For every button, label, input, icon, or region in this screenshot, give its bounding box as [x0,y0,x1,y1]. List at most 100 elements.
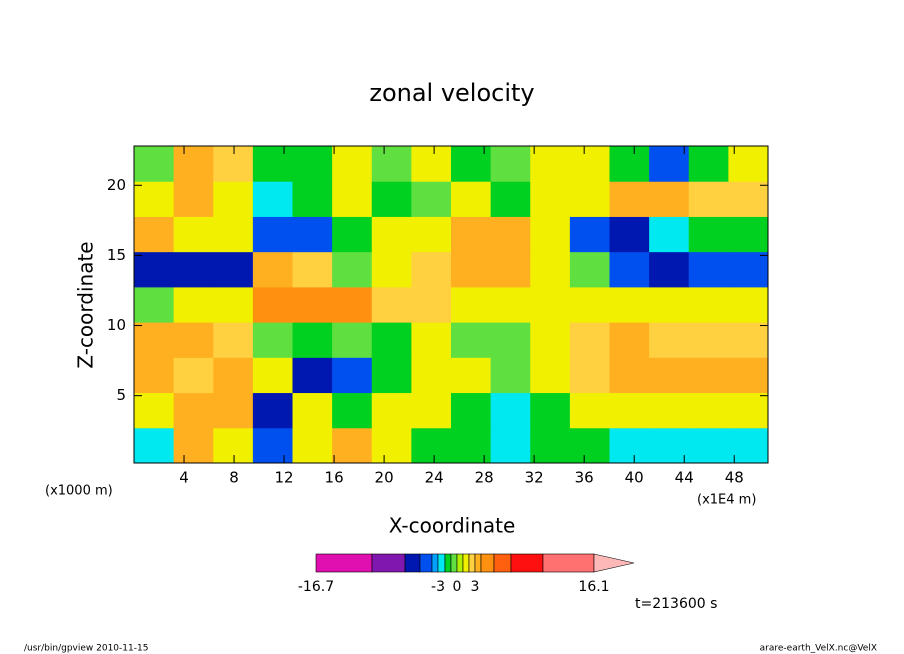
field-cell [332,357,373,394]
field-cell [609,286,650,323]
colorbar-segment [371,553,406,573]
field-cell [609,181,650,217]
field-cell [609,251,650,288]
field-cell [688,427,729,464]
field-cell [173,181,214,217]
colorbar-segment [431,553,439,573]
field-cell [569,146,610,182]
field-cell [332,251,373,288]
footer-right: arare-earth_VelX.nc@VelX [760,644,877,654]
field-cell [530,181,571,217]
field-cell [292,181,333,217]
field-cell [134,392,175,429]
field-cell [569,251,610,288]
field-cell [411,181,452,217]
field-cell [173,322,214,358]
y-axis-label: Z-coordinate [74,241,98,368]
field-cell [292,322,333,358]
field-cell [569,392,610,429]
x-tick-label: 44 [675,469,694,487]
field-cell [728,322,769,358]
field-cell [649,251,690,288]
colorbar-extension [593,553,635,573]
field-cell [530,427,571,464]
colorbar-label: -16.7 [298,579,334,595]
field-cell [371,286,412,323]
field-cell [332,322,373,358]
field-cell [688,286,729,323]
field-cell [173,392,214,429]
field-cell [530,286,571,323]
field-cell [213,216,254,253]
field-cell [173,146,214,182]
field-cell [252,286,293,323]
field-cell [649,427,690,464]
field-cell [490,216,531,253]
field-cell [569,357,610,394]
field-cell [134,357,175,394]
field-cell [569,216,610,253]
field-cell [530,392,571,429]
field-cell [649,322,690,358]
field-cell [252,251,293,288]
field-cell [530,357,571,394]
colorbar-label: -3 [431,579,445,595]
field-cell [213,427,254,464]
colorbar-segment [480,553,495,573]
y-tick-label: 20 [107,176,126,194]
field-cell [451,427,492,464]
field-cell [292,216,333,253]
colorbar-label: 3 [471,579,480,595]
x-tick-label: 28 [475,469,494,487]
chart-title: zonal velocity [369,79,534,107]
field-cell [411,216,452,253]
field-cell [134,286,175,323]
field-cell [292,146,333,182]
field-cell [490,322,531,358]
field-cell [213,286,254,323]
colorbar-segment [462,553,470,573]
field-cell [490,427,531,464]
x-tick-label: 16 [325,469,344,487]
y-tick-label: 5 [116,386,126,404]
field-cell [173,216,214,253]
field-cell [292,357,333,394]
field-cell [371,427,412,464]
field-cell [688,181,729,217]
field-cell [173,357,214,394]
field-cell [292,427,333,464]
field-cell [530,216,571,253]
field-cell [371,181,412,217]
x-tick-label: 32 [525,469,544,487]
colorbar-segment [542,553,595,573]
field-cell [332,427,373,464]
x-tick-label: 20 [375,469,394,487]
field-cell [134,251,175,288]
field-cell [490,146,531,182]
colorbar-label: 0 [453,579,462,595]
field-cell [728,357,769,394]
field-cell [609,216,650,253]
field-cell [688,216,729,253]
colorbar-segment [510,553,544,573]
x-axis-label: X-coordinate [389,514,516,538]
x-tick-label: 36 [575,469,594,487]
x-unit: (x1E4 m) [697,493,756,508]
field-cell [371,216,412,253]
colorbar-segment [456,553,464,573]
field-cell [252,392,293,429]
field-cell [134,181,175,217]
field-cell [371,251,412,288]
x-tick-label: 4 [179,469,189,487]
field-cell [609,392,650,429]
field-cell [649,286,690,323]
field-cell [252,146,293,182]
field-cell [569,181,610,217]
field-cell [332,392,373,429]
field-cell [371,357,412,394]
y-tick-label: 10 [107,316,126,334]
field-cell [728,181,769,217]
colorbar-segment [474,553,482,573]
field-cell [411,392,452,429]
